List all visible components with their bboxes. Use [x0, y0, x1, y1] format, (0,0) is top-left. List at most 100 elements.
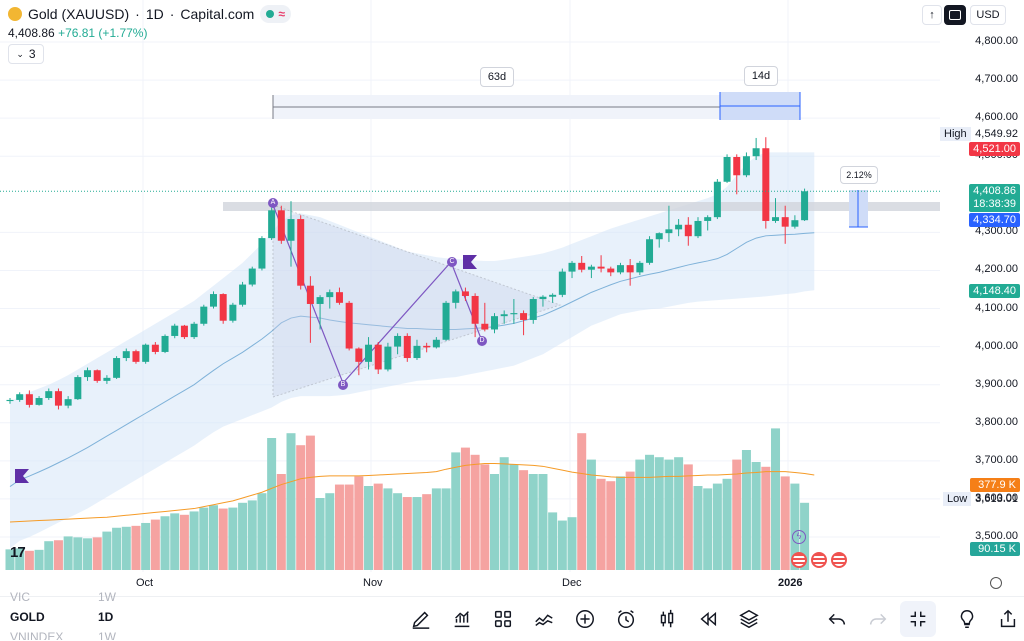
candle-body: [723, 156, 731, 182]
undo-button[interactable]: [824, 606, 850, 632]
grid-icon: [494, 610, 512, 628]
low-label: Low: [943, 492, 972, 506]
pattern-point-c[interactable]: C: [447, 257, 457, 267]
watchlist-row[interactable]: GOLD 1D: [10, 610, 113, 624]
lightning-event-icon[interactable]: ϟ: [792, 530, 806, 544]
band-fill: [10, 152, 815, 549]
arrow-up-icon: ↑: [929, 9, 935, 21]
percent-change-label[interactable]: 2.12%: [840, 166, 878, 184]
pattern-point-a[interactable]: A: [268, 198, 278, 208]
redo-icon: [869, 613, 887, 625]
lightbulb-icon: [960, 610, 974, 628]
candle-body: [675, 224, 683, 230]
tradingview-logo-icon[interactable]: 17: [10, 544, 26, 561]
volume-bar: [267, 438, 277, 570]
indicators-toggle[interactable]: ⌄ 3: [8, 44, 44, 64]
collapse-button[interactable]: [900, 601, 936, 637]
currency-selector[interactable]: USD: [970, 5, 1006, 25]
indicators-icon: [535, 614, 553, 627]
volume-bar: [741, 450, 751, 570]
bottom-toolbar: [0, 596, 1024, 641]
candle-body: [54, 391, 62, 406]
watchlist-row[interactable]: VNINDEX 1W: [10, 630, 116, 640]
indicators-button[interactable]: [531, 606, 557, 632]
volume-bar: [373, 483, 383, 570]
collapse-icon: [910, 611, 926, 627]
candle-body: [791, 220, 799, 227]
chart-type-button[interactable]: [449, 606, 475, 632]
add-button[interactable]: [572, 606, 598, 632]
chart-settings-icon[interactable]: [990, 577, 1002, 589]
candle-body: [248, 268, 256, 285]
us-flag-event-icon[interactable]: [791, 552, 807, 568]
volume-bar: [44, 541, 54, 570]
candle-body: [772, 217, 780, 221]
candle-body: [6, 399, 14, 402]
pattern-point-d[interactable]: D: [477, 336, 487, 346]
scroll-to-latest-button[interactable]: ↑: [922, 5, 942, 25]
volume-bar: [683, 464, 693, 570]
fullscreen-button[interactable]: [944, 5, 966, 25]
volume-bar: [703, 488, 713, 570]
candle-body: [704, 217, 712, 221]
candle-body: [64, 399, 72, 406]
volume-bar: [645, 454, 655, 570]
candle-body: [93, 370, 101, 381]
bollinger-band: [9, 152, 815, 549]
candle-body: [471, 295, 479, 324]
volume-bar: [334, 484, 344, 570]
redo-button[interactable]: [865, 606, 891, 632]
candle-body: [45, 391, 53, 399]
candle-body: [684, 224, 692, 237]
candle-body: [84, 370, 92, 378]
volume-bar: [150, 519, 160, 570]
volume-ma-line: [9, 462, 815, 523]
watchlist-interval: 1D: [98, 610, 114, 624]
candle-body: [316, 297, 324, 304]
ideas-button[interactable]: [954, 606, 980, 632]
share-button[interactable]: [995, 606, 1021, 632]
volume-bar: [34, 549, 44, 570]
candlestick-series: [6, 137, 809, 410]
candle-body: [335, 292, 343, 303]
range-label-14d[interactable]: 14d: [744, 66, 778, 86]
alert-button[interactable]: [613, 606, 639, 632]
separator: ·: [169, 6, 175, 22]
symbol-header[interactable]: Gold (XAUUSD) · 1D · Capital.com ≈: [8, 5, 291, 23]
candles-button[interactable]: [654, 606, 680, 632]
price-tick-label: 3,600.00: [975, 491, 1018, 504]
range-label-63d[interactable]: 63d: [480, 67, 514, 87]
candle-body: [646, 239, 654, 263]
replay-button[interactable]: [695, 606, 721, 632]
price-chart[interactable]: [0, 0, 1024, 600]
candle-body: [578, 262, 586, 270]
fullscreen-icon: [949, 10, 961, 20]
layers-icon: [739, 609, 759, 629]
volume-bar: [519, 470, 529, 570]
candle-body: [209, 294, 217, 307]
candle-body: [239, 284, 247, 305]
candle-body: [384, 346, 392, 370]
market-status-badge[interactable]: ≈: [260, 5, 291, 23]
volume-bar: [548, 512, 558, 570]
layers-button[interactable]: [736, 606, 762, 632]
watchlist-panel[interactable]: VIC 1W GOLD 1D VNINDEX 1W: [10, 590, 130, 640]
volume-bar: [208, 505, 218, 570]
us-flag-event-icon[interactable]: [811, 552, 827, 568]
watchlist-row[interactable]: VIC 1W: [10, 590, 116, 604]
volume-bar: [92, 537, 102, 570]
volume-bar: [257, 493, 267, 570]
time-label-2026: 2026: [778, 577, 803, 589]
candle-body: [742, 156, 750, 176]
layout-button[interactable]: [490, 606, 516, 632]
us-flag-event-icon[interactable]: [831, 552, 847, 568]
pattern-point-b[interactable]: B: [338, 380, 348, 390]
timeframe-label[interactable]: 1D: [145, 6, 164, 22]
pencil-icon: [412, 611, 430, 629]
volume-bar: [635, 459, 645, 570]
flag-marker: [463, 255, 477, 269]
time-label-dec: Dec: [562, 577, 582, 589]
volume-bar: [441, 488, 451, 570]
market-open-icon: [266, 10, 275, 18]
draw-button[interactable]: [408, 606, 434, 632]
